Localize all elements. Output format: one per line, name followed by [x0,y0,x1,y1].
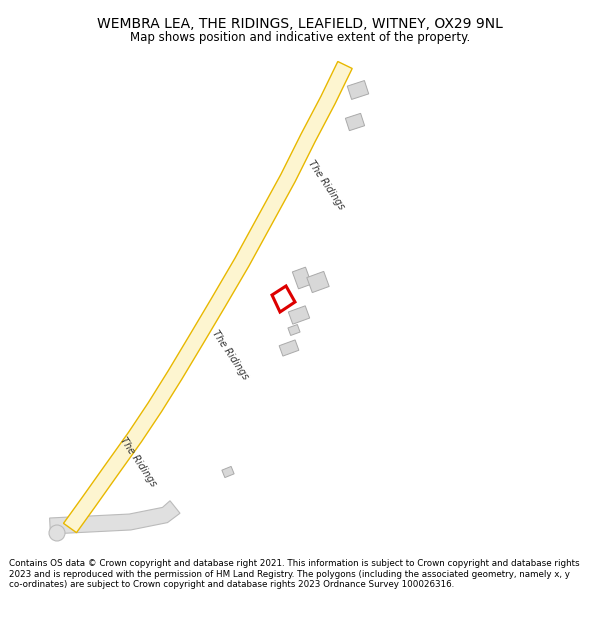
Text: Contains OS data © Crown copyright and database right 2021. This information is : Contains OS data © Crown copyright and d… [9,559,580,589]
Polygon shape [50,501,180,534]
Circle shape [49,525,65,541]
Polygon shape [292,267,311,289]
Polygon shape [279,340,299,356]
Polygon shape [222,466,234,478]
Polygon shape [289,306,310,324]
Polygon shape [346,113,365,131]
Polygon shape [347,81,369,99]
Text: The Ridings: The Ridings [210,329,250,381]
Text: WEMBRA LEA, THE RIDINGS, LEAFIELD, WITNEY, OX29 9NL: WEMBRA LEA, THE RIDINGS, LEAFIELD, WITNE… [97,18,503,31]
Text: The Ridings: The Ridings [118,436,158,489]
Polygon shape [307,271,329,292]
Text: The Ridings: The Ridings [306,159,346,211]
Polygon shape [288,324,300,336]
Text: Map shows position and indicative extent of the property.: Map shows position and indicative extent… [130,31,470,44]
Polygon shape [64,61,352,532]
